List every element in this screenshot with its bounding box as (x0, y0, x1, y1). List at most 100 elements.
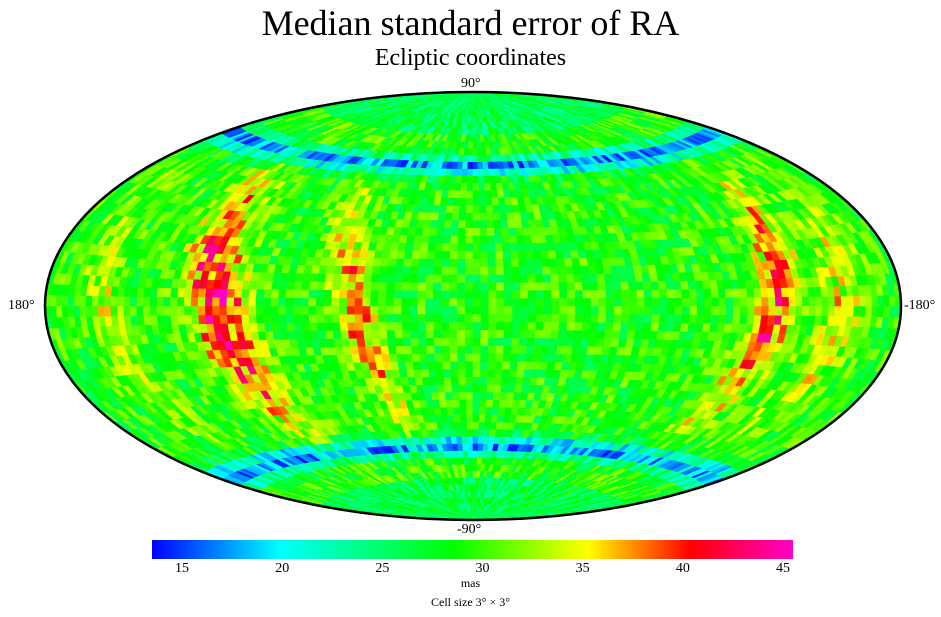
map-cell (563, 257, 574, 267)
map-cell (420, 234, 430, 244)
map-cell (657, 280, 668, 290)
map-cell (519, 313, 529, 323)
map-cell (362, 281, 372, 291)
map-cell (566, 313, 576, 323)
map-cell (511, 321, 521, 331)
map-cell (507, 219, 516, 228)
map-cell (575, 297, 584, 307)
map-cell (531, 242, 541, 251)
map-cell (597, 281, 607, 291)
map-cell (574, 313, 584, 323)
map-cell (487, 250, 497, 259)
map-cell (519, 273, 529, 283)
map-cell (466, 428, 474, 437)
map-cell (644, 305, 653, 315)
map-cell (378, 281, 388, 291)
map-cell (426, 353, 436, 362)
map-cell (441, 258, 451, 267)
map-cell (466, 406, 474, 415)
map-cell (433, 321, 442, 331)
map-cell (527, 329, 536, 339)
map-cell (846, 305, 855, 317)
map-cell (170, 305, 178, 316)
map-cell (472, 297, 482, 307)
map-cell (808, 296, 817, 307)
map-cell (341, 338, 351, 347)
map-cell (402, 329, 412, 339)
map-cell (535, 297, 545, 307)
map-cell (370, 321, 380, 331)
map-cell (472, 227, 481, 236)
map-cell (651, 289, 661, 299)
map-cell (301, 322, 311, 332)
map-cell (548, 345, 558, 355)
map-cell (472, 384, 481, 393)
map-cell (495, 266, 505, 275)
map-cell (324, 321, 334, 331)
map-cell (479, 399, 487, 408)
map-cell (356, 337, 366, 347)
map-cell (129, 305, 138, 316)
map-cell (480, 321, 490, 331)
map-cell (372, 257, 383, 267)
map-cell (512, 289, 521, 299)
map-cell (472, 414, 480, 423)
map-cell (605, 281, 615, 291)
map-cell (394, 337, 405, 347)
map-cell (85, 305, 93, 317)
map-cell (241, 297, 250, 307)
map-cell (492, 212, 502, 221)
map-cell (859, 295, 867, 307)
map-cell (636, 289, 646, 299)
map-cell (834, 305, 842, 317)
map-cell (651, 313, 661, 323)
map-cell (412, 242, 422, 251)
map-cell (543, 289, 553, 299)
map-cell (613, 297, 623, 307)
map-cell (580, 265, 590, 275)
map-cell (56, 294, 63, 307)
map-cell (463, 457, 470, 465)
map-cell (718, 296, 727, 307)
map-cell (672, 322, 682, 332)
map-cell (508, 368, 518, 378)
map-cell (494, 360, 504, 370)
map-cell (465, 353, 474, 362)
map-cell (379, 337, 389, 347)
map-cell (425, 281, 435, 291)
map-cell (815, 295, 823, 307)
map-cell (472, 305, 482, 315)
map-cell (378, 289, 387, 299)
map-cell (385, 313, 395, 323)
map-cell (417, 313, 427, 323)
map-cell (465, 250, 474, 259)
map-cell (402, 265, 412, 275)
map-cell (444, 219, 453, 228)
map-cell (673, 288, 683, 298)
map-cell (434, 250, 444, 259)
map-cell (549, 337, 559, 347)
map-cell (430, 384, 439, 393)
map-cell (499, 211, 508, 221)
map-cell (450, 242, 459, 252)
map-cell (248, 305, 257, 315)
map-cell (410, 337, 420, 347)
map-cell (386, 281, 396, 291)
map-cell (501, 227, 510, 236)
map-cell (472, 242, 481, 252)
map-cell (472, 399, 481, 408)
map-cell (425, 289, 434, 299)
map-cell (781, 305, 790, 316)
map-cell (465, 360, 474, 370)
map-cell (534, 337, 544, 347)
map-cell (317, 272, 327, 282)
map-cell (724, 288, 734, 298)
map-cell (871, 295, 879, 307)
map-cell (170, 287, 179, 298)
map-cell (458, 391, 467, 400)
map-cell (409, 321, 419, 331)
map-cell (248, 288, 258, 298)
map-cell (526, 337, 536, 347)
map-cell (190, 296, 199, 307)
map-cell (479, 219, 488, 228)
